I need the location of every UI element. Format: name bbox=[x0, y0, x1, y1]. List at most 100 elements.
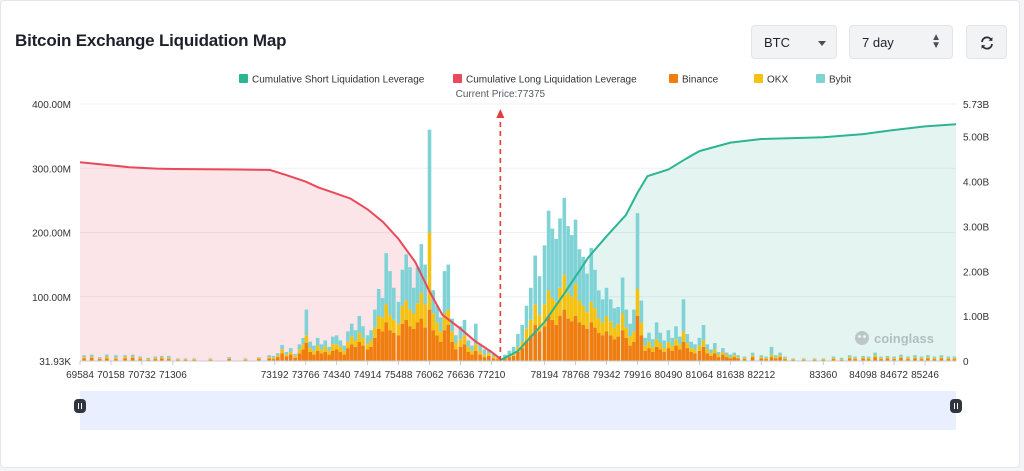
bar-okx bbox=[593, 308, 597, 328]
x-tick-label: 74914 bbox=[354, 370, 382, 381]
bar-okx bbox=[946, 357, 951, 360]
bar-binance bbox=[654, 346, 659, 361]
bar-okx bbox=[357, 332, 362, 342]
range-slider-handle-right[interactable] bbox=[950, 399, 962, 413]
page-title: Bitcoin Exchange Liquidation Map bbox=[15, 31, 287, 50]
x-tick-label: 78194 bbox=[531, 370, 559, 381]
bar-binance bbox=[693, 353, 697, 361]
bar-binance bbox=[384, 322, 388, 361]
range-slider-track bbox=[80, 391, 956, 430]
bar-okx bbox=[926, 357, 930, 359]
bar-bybit bbox=[392, 287, 396, 320]
legend-label: Cumulative Short Liquidation Leverage bbox=[252, 75, 425, 86]
bar-binance bbox=[503, 358, 507, 361]
x-tick-label: 84672 bbox=[880, 370, 908, 381]
bar-bybit bbox=[764, 356, 768, 358]
bar-bybit bbox=[759, 355, 764, 358]
bar-binance bbox=[666, 348, 671, 361]
coin-select[interactable]: BTC bbox=[751, 25, 837, 59]
bar-binance bbox=[423, 327, 427, 361]
bar-bybit bbox=[554, 238, 558, 302]
refresh-icon bbox=[981, 36, 993, 50]
bar-okx bbox=[542, 304, 547, 327]
bar-bybit bbox=[709, 349, 713, 354]
range-slider-handle-left[interactable] bbox=[74, 399, 86, 413]
bar-bybit bbox=[632, 309, 636, 332]
bar-okx bbox=[176, 359, 180, 360]
bar-bybit bbox=[304, 309, 309, 336]
bar-binance bbox=[570, 321, 574, 361]
bar-bybit bbox=[861, 355, 865, 358]
bar-bybit bbox=[192, 358, 196, 359]
bar-binance bbox=[312, 354, 316, 361]
current-price-label: Current Price:77375 bbox=[456, 89, 546, 100]
y-right-tick-label: 5.73B bbox=[963, 100, 989, 111]
bar-bybit bbox=[662, 340, 666, 349]
bar-binance bbox=[365, 349, 370, 361]
bar-bybit bbox=[732, 352, 736, 356]
bar-binance bbox=[478, 354, 482, 361]
bar-bybit bbox=[919, 356, 924, 358]
bar-bybit bbox=[546, 210, 551, 291]
bar-okx bbox=[585, 312, 589, 329]
bar-bybit bbox=[470, 345, 474, 351]
bar-okx bbox=[558, 287, 562, 317]
bar-binance bbox=[208, 359, 213, 361]
bar-okx bbox=[892, 357, 896, 360]
bar-okx bbox=[529, 319, 533, 336]
legend-label: Binance bbox=[682, 75, 719, 86]
bar-okx bbox=[546, 290, 551, 316]
bar-bybit bbox=[742, 356, 747, 358]
bar-okx bbox=[458, 339, 463, 347]
bar-binance bbox=[114, 359, 118, 361]
long-leverage-line bbox=[79, 161, 502, 360]
refresh-button[interactable] bbox=[966, 25, 1007, 59]
bar-okx bbox=[728, 357, 733, 359]
bar-binance bbox=[167, 359, 171, 361]
bar-bybit bbox=[651, 339, 655, 347]
bar-binance bbox=[759, 358, 764, 361]
bar-binance bbox=[728, 358, 733, 361]
bar-binance bbox=[442, 330, 447, 361]
bar-bybit bbox=[791, 358, 795, 359]
bar-okx bbox=[361, 337, 365, 346]
bar-binance bbox=[82, 358, 86, 361]
x-tick-label: 76636 bbox=[447, 370, 475, 381]
bar-bybit bbox=[376, 289, 381, 316]
bar-okx bbox=[466, 346, 471, 352]
bar-binance bbox=[783, 359, 787, 361]
bar-bybit bbox=[408, 267, 412, 310]
bar-binance bbox=[176, 359, 180, 361]
bar-bybit bbox=[446, 264, 451, 310]
bar-bybit bbox=[482, 349, 487, 355]
bar-bybit bbox=[821, 358, 826, 359]
bar-okx bbox=[454, 343, 458, 350]
bar-binance bbox=[271, 359, 276, 361]
bar-bybit bbox=[570, 235, 574, 297]
bar-binance bbox=[612, 339, 617, 361]
bar-binance bbox=[839, 359, 844, 361]
y-right-tick-label: 4.00B bbox=[963, 178, 989, 189]
bar-bybit bbox=[620, 277, 625, 314]
bar-binance bbox=[533, 325, 537, 361]
y-right-tick-label: 1.00B bbox=[963, 312, 989, 323]
bar-bybit bbox=[577, 249, 582, 301]
bar-binance bbox=[516, 352, 520, 361]
bar-bybit bbox=[338, 340, 343, 347]
bar-binance bbox=[192, 359, 196, 361]
bar-binance bbox=[608, 335, 613, 361]
bar-binance bbox=[160, 358, 164, 361]
bar-okx bbox=[620, 313, 625, 331]
bar-okx bbox=[566, 292, 570, 319]
range-select[interactable]: 7 day ▲ ▼ bbox=[849, 25, 953, 59]
bar-bybit bbox=[593, 269, 597, 309]
bar-binance bbox=[227, 359, 231, 361]
bar-okx bbox=[769, 354, 774, 358]
bar-binance bbox=[716, 357, 721, 361]
bar-okx bbox=[160, 357, 164, 359]
x-tick-label: 76062 bbox=[416, 370, 444, 381]
bar-bybit bbox=[227, 357, 231, 359]
bar-binance bbox=[376, 328, 381, 361]
bar-binance bbox=[338, 352, 343, 361]
bar-okx bbox=[624, 327, 629, 338]
